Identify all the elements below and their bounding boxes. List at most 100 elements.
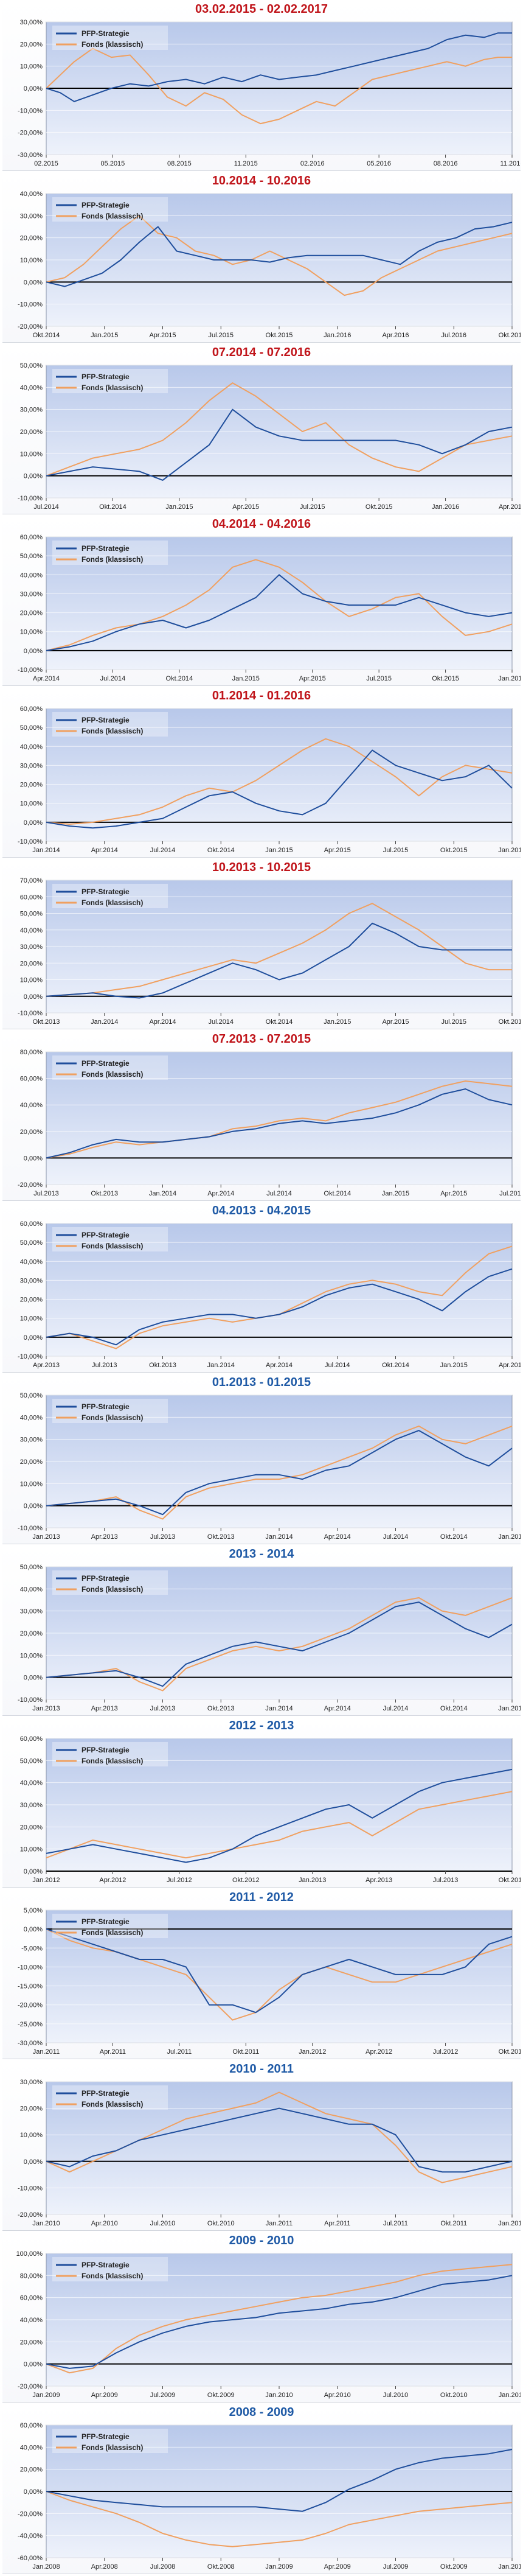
x-tick-label: Jul.2016 [441, 332, 466, 339]
chart-svg: -10,00% 0,00% 10,00% 20,00% 30,00% 40,00% 50,0… [18, 534, 521, 682]
y-tick-label: -10,00% [18, 2185, 43, 2192]
x-tick-label: Jan.2009 [32, 2392, 60, 2399]
x-tick-label: Okt.2014 [33, 332, 60, 339]
chart-panel: 10.2014 - 10.2016 -20,00% -10,00% 0,00% 10,0… [2, 173, 521, 343]
x-tick-label: Okt.2009 [440, 2563, 468, 2571]
x-tick-label: Jan.2011 [499, 2392, 521, 2399]
x-tick-label: Jan.2014 [149, 1190, 176, 1197]
y-tick-label: 40,00% [20, 927, 43, 934]
x-tick-label: Apr.2012 [99, 1877, 126, 1884]
x-tick-label: Apr.2010 [91, 2220, 118, 2227]
y-tick-label: 0,00% [24, 1503, 43, 1510]
chart-title: 04.2014 - 04.2016 [212, 517, 311, 531]
y-tick-label: -10,00% [18, 1696, 43, 1704]
legend-box [52, 1227, 168, 1251]
y-tick-label: 40,00% [20, 1258, 43, 1265]
legend-box [52, 1742, 168, 1766]
y-tick-label: 40,00% [20, 384, 43, 391]
y-tick-label: 30,00% [20, 1277, 43, 1284]
chart-svg: -20,00% -10,00% 0,00% 10,00% 20,00% 30,00% Jan… [18, 2079, 521, 2227]
plot-area [46, 1909, 513, 2043]
legend-label: PFP-Strategie [81, 716, 130, 724]
y-tick-label: 20,00% [20, 1630, 43, 1637]
series-line-fonds [46, 903, 512, 997]
y-tick-label: 60,00% [20, 705, 43, 713]
x-tick-label: Jan.2012 [498, 2220, 521, 2227]
chart-title: 2010 - 2011 [229, 2062, 294, 2076]
x-tick-label: Jul.2015 [441, 1018, 466, 1026]
x-tick-label: Jan.2015 [91, 332, 118, 339]
x-tick-label: Okt.2016 [499, 332, 521, 339]
x-tick-label: Apr.2011 [324, 2220, 350, 2227]
chart-title: 03.02.2015 - 02.02.2017 [195, 2, 328, 16]
y-tick-label: 20,00% [20, 2339, 43, 2346]
y-tick-label: 10,00% [20, 63, 43, 71]
x-tick-label: Jan.2010 [32, 2220, 60, 2227]
chart-svg: -10,00% 0,00% 10,00% 20,00% 30,00% 40,00% 50,0… [18, 362, 521, 511]
x-tick-label: Apr.2014 [91, 847, 118, 854]
series-line-strategy [46, 408, 513, 481]
y-tick-label: 20,00% [20, 1297, 43, 1304]
y-tick-label: 0,00% [24, 473, 43, 480]
y-tick-label: -10,00% [18, 667, 43, 674]
plot-area [46, 708, 513, 842]
x-tick-label: Jul.2014 [150, 847, 176, 854]
y-tick-label: 0,00% [24, 1675, 43, 1682]
chart-panel: 01.2013 - 01.2015 -10,00% 0,00% 10,00% 20,00… [2, 1374, 521, 1544]
y-tick-label: 50,00% [20, 724, 43, 732]
x-tick-label: Jan.2015 [498, 1705, 521, 1712]
legend-box [52, 197, 168, 222]
y-tick-label: 10,00% [20, 800, 43, 808]
y-tick-label: -40,00% [18, 2533, 43, 2540]
legend-label: PFP-Strategie [81, 1574, 130, 1583]
chart-svg: -20,00% 0,00% 20,00% 40,00% 60,00% 80,00% Jul.… [18, 1049, 521, 1197]
x-tick-label: Apr.2014 [149, 1018, 176, 1026]
legend-label: Fonds (klassisch) [81, 1242, 143, 1250]
series-line-strategy [46, 1928, 513, 2014]
x-tick-label: Jul.2012 [167, 1877, 192, 1884]
series-line-strategy [46, 1088, 513, 1159]
x-tick-label: Okt.2012 [232, 1877, 260, 1884]
chart-title: 01.2013 - 01.2015 [212, 1376, 311, 1389]
x-tick-label: Jan.2014 [265, 1705, 293, 1712]
y-tick-label: 30,00% [20, 1437, 43, 1444]
x-tick-label: Apr.2014 [207, 1190, 234, 1197]
chart-panel: 01.2014 - 01.2016 -10,00% 0,00% 10,00% 20,00… [2, 688, 521, 858]
series-line-strategy [46, 2449, 513, 2512]
legend-box [52, 1399, 168, 1423]
y-tick-label: -20,00% [18, 2383, 43, 2390]
y-tick-label: 10,00% [20, 2132, 43, 2139]
y-tick-label: -10,00% [18, 838, 43, 845]
x-tick-label: Apr.2015 [299, 675, 326, 682]
y-tick-label: 60,00% [20, 1220, 43, 1228]
y-tick-label: 50,00% [20, 1239, 43, 1247]
y-tick-label: 80,00% [20, 2272, 43, 2280]
y-tick-label: 20,00% [20, 235, 43, 242]
x-tick-label: Jan.2009 [265, 2563, 293, 2571]
legend-box [52, 1570, 168, 1595]
legend-label: Fonds (klassisch) [81, 2100, 143, 2109]
x-tick-label: Jul.2013 [33, 1190, 59, 1197]
x-tick-label: Jul.2014 [383, 1705, 409, 1712]
chart-svg: 0,00% 10,00% 20,00% 30,00% 40,00% 50,00% 60,00… [20, 1735, 521, 1884]
chart-panel: 2008 - 2009 -60,00% -40,00% -20,00% 0,00% 20,… [2, 2404, 521, 2574]
legend-label: PFP-Strategie [81, 1231, 130, 1239]
series-line-fonds [46, 215, 513, 296]
x-tick-label: Apr.2015 [440, 1190, 467, 1197]
y-tick-label: 0,00% [24, 1926, 43, 1933]
x-tick-label: Okt.2013 [207, 1533, 235, 1541]
x-tick-label: Apr.2013 [33, 1362, 60, 1369]
x-tick-label: Apr.2015 [499, 1362, 521, 1369]
x-tick-label: Okt.2013 [91, 1190, 118, 1197]
series-line-strategy [46, 1601, 513, 1687]
legend-label: PFP-Strategie [81, 29, 130, 38]
chart-panel: 2011 - 2012 -30,00% -25,00% -20,00% -15,00% -… [2, 1889, 521, 2059]
y-tick-label: 40,00% [20, 572, 43, 579]
chart-title: 04.2013 - 04.2015 [212, 1204, 311, 1217]
x-tick-label: Jan.2015 [265, 847, 293, 854]
x-tick-label: Apr.2009 [91, 2392, 118, 2399]
y-tick-label: -20,00% [18, 1181, 43, 1189]
series-line-strategy [46, 922, 512, 999]
y-tick-label: -25,00% [18, 2021, 43, 2028]
series-line-strategy [46, 1430, 513, 1516]
